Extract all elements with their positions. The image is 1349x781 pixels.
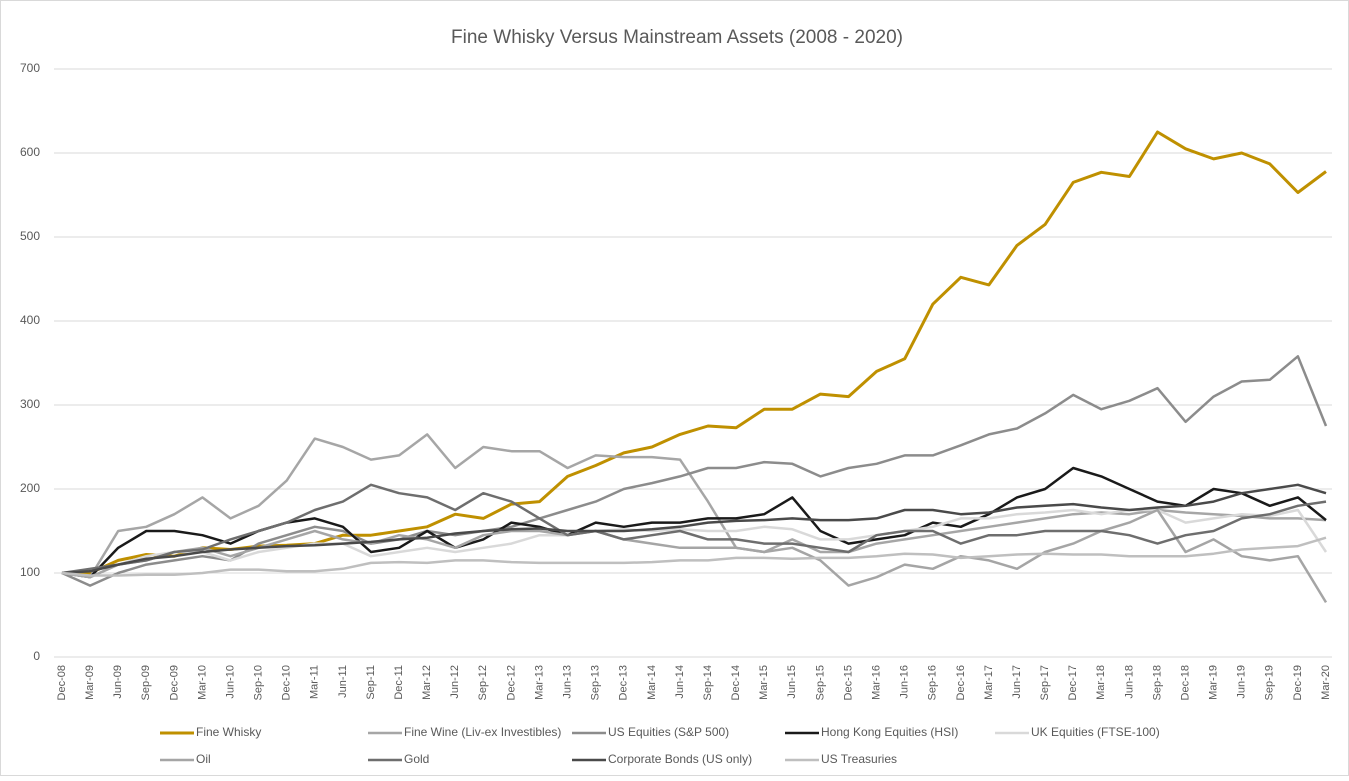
legend-label: Hong Kong Equities (HSI): [821, 725, 958, 739]
x-tick-label: Mar-19: [1208, 665, 1220, 700]
y-tick-label: 100: [20, 565, 40, 579]
x-tick-label: Mar-20: [1320, 665, 1332, 700]
legend-label: Oil: [196, 752, 211, 766]
x-tick-label: Dec-09: [168, 665, 180, 700]
x-tick-label: Sep-12: [477, 665, 489, 700]
x-tick-label: Jun-12: [449, 665, 461, 699]
x-tick-label: Dec-08: [56, 665, 68, 700]
series-line: [61, 355, 1328, 587]
x-tick-label: Mar-10: [196, 665, 208, 700]
x-tick-label: Dec-17: [1067, 665, 1079, 700]
x-tick-label: Sep-17: [1039, 665, 1051, 700]
x-tick-label: Sep-19: [1264, 665, 1276, 700]
x-tick-label: Dec-15: [842, 665, 854, 700]
x-tick-label: Mar-09: [84, 665, 96, 700]
x-tick-label: Sep-16: [927, 665, 939, 700]
x-tick-label: Jun-14: [674, 665, 686, 699]
y-tick-label: 0: [33, 649, 40, 663]
x-tick-label: Jun-17: [1011, 665, 1023, 699]
x-tick-label: Sep-15: [814, 665, 826, 700]
x-tick-label: Mar-14: [646, 665, 658, 700]
legend-label: US Treasuries: [821, 752, 897, 766]
legend-label: Fine Whisky: [196, 725, 261, 739]
x-tick-label: Dec-13: [618, 665, 630, 700]
x-tick-label: Sep-10: [253, 665, 265, 700]
x-tick-label: Jun-18: [1123, 665, 1135, 699]
x-tick-label: Jun-11: [337, 665, 349, 698]
series-line: [61, 508, 1328, 579]
x-tick-label: Jun-15: [786, 665, 798, 699]
x-tick-label: Mar-15: [758, 665, 770, 700]
x-tick-label: Dec-14: [730, 665, 742, 700]
y-tick-label: 400: [20, 313, 40, 327]
legend-label: US Equities (S&P 500): [608, 725, 729, 739]
x-tick-label: Sep-13: [590, 665, 602, 700]
x-tick-label: Dec-18: [1179, 665, 1191, 700]
x-tick-label: Mar-16: [870, 665, 882, 700]
series-line: [61, 536, 1327, 577]
x-tick-label: Sep-09: [140, 665, 152, 700]
x-tick-label: Jun-16: [899, 665, 911, 699]
y-tick-label: 200: [20, 481, 40, 495]
legend-label: Fine Wine (Liv-ex Investibles): [404, 725, 561, 739]
x-tick-label: Mar-18: [1095, 665, 1107, 700]
series-line: [61, 483, 1327, 575]
x-tick-label: Sep-18: [1151, 665, 1163, 700]
x-tick-label: Dec-11: [393, 665, 405, 700]
legend-label: Gold: [404, 752, 429, 766]
x-tick-label: Jun-13: [562, 665, 574, 699]
legend-label: UK Equities (FTSE-100): [1031, 725, 1160, 739]
x-tick-label: Dec-19: [1292, 665, 1304, 700]
x-tick-label: Mar-11: [309, 665, 321, 699]
chart-title: Fine Whisky Versus Mainstream Assets (20…: [451, 27, 903, 48]
x-tick-label: Mar-12: [421, 665, 433, 700]
x-tick-label: Jun-09: [112, 665, 124, 699]
x-tick-label: Jun-10: [224, 665, 236, 699]
x-tick-label: Jun-19: [1236, 665, 1248, 699]
x-tick-label: Dec-12: [505, 665, 517, 700]
x-tick-label: Dec-16: [955, 665, 967, 700]
y-tick-label: 600: [20, 145, 40, 159]
x-tick-label: Sep-11: [365, 665, 377, 700]
y-tick-label: 500: [20, 229, 40, 243]
y-tick-label: 300: [20, 397, 40, 411]
legend-label: Corporate Bonds (US only): [608, 752, 752, 766]
x-tick-label: Sep-14: [702, 665, 714, 700]
x-tick-label: Mar-13: [533, 665, 545, 700]
series-line: [61, 508, 1328, 604]
y-tick-label: 700: [20, 61, 40, 75]
x-tick-label: Mar-17: [983, 665, 995, 700]
series-line: [61, 483, 1327, 575]
x-tick-label: Dec-10: [281, 665, 293, 700]
